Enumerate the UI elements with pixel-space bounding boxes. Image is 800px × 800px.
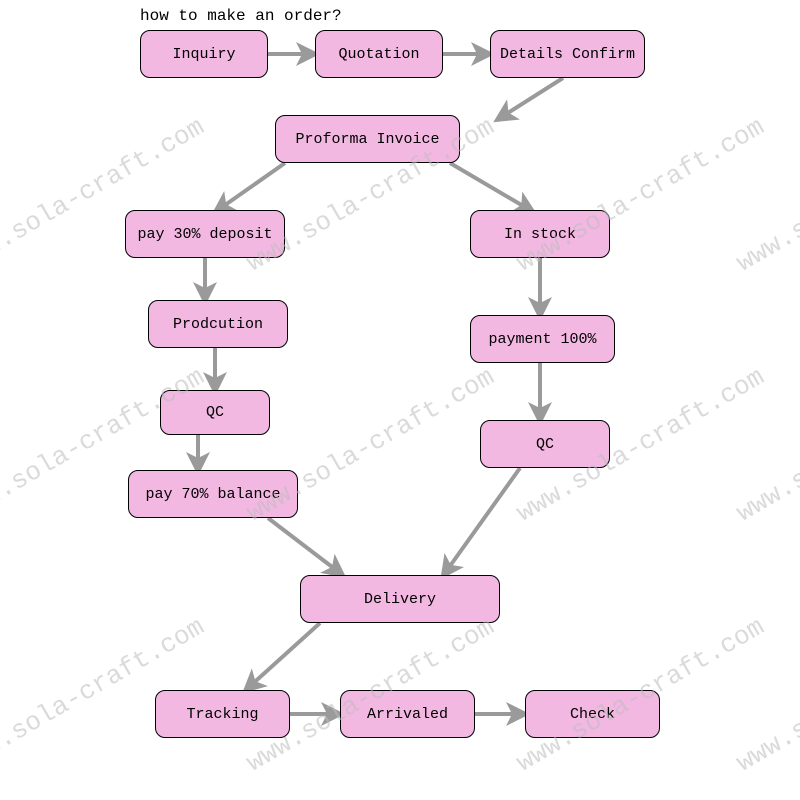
node-details: Details Confirm — [490, 30, 645, 78]
node-prod: Prodcution — [148, 300, 288, 348]
flow-arrow — [268, 518, 340, 573]
node-qc2: QC — [480, 420, 610, 468]
watermark-text: www.sola-craft.com — [731, 112, 800, 278]
node-tracking: Tracking — [155, 690, 290, 738]
node-arrivaled: Arrivaled — [340, 690, 475, 738]
node-pay100: payment 100% — [470, 315, 615, 363]
watermark-text: www.sola-craft.com — [731, 612, 800, 778]
flow-arrow — [218, 163, 285, 210]
flow-arrow — [445, 468, 520, 573]
page-title: how to make an order? — [140, 7, 342, 25]
node-pay30: pay 30% deposit — [125, 210, 285, 258]
node-inquiry: Inquiry — [140, 30, 268, 78]
watermark-text: www.sola-craft.com — [731, 362, 800, 528]
flow-arrow — [248, 623, 320, 688]
flow-arrow — [500, 78, 563, 118]
node-instock: In stock — [470, 210, 610, 258]
node-check: Check — [525, 690, 660, 738]
flow-arrow — [450, 163, 530, 210]
node-quotation: Quotation — [315, 30, 443, 78]
node-delivery: Delivery — [300, 575, 500, 623]
node-proforma: Proforma Invoice — [275, 115, 460, 163]
node-qc1: QC — [160, 390, 270, 435]
node-pay70: pay 70% balance — [128, 470, 298, 518]
